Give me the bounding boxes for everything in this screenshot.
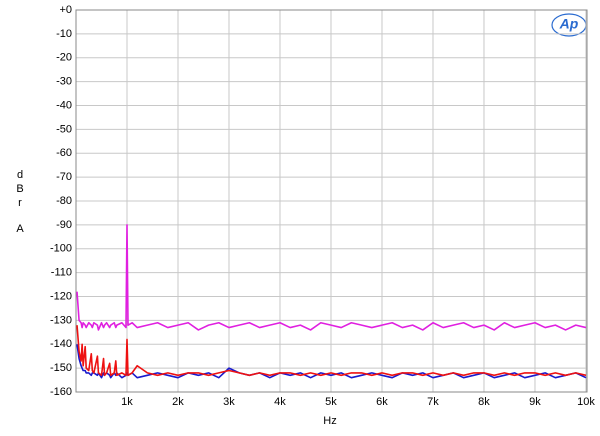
x-tick-label: 3k	[223, 396, 235, 408]
x-tick-label: 10k	[577, 396, 595, 408]
y-axis-label: r	[18, 197, 22, 209]
y-tick-label: -60	[56, 147, 72, 159]
x-axis-label: Hz	[323, 415, 336, 427]
y-axis-label: A	[16, 223, 24, 235]
y-tick-label: -70	[56, 171, 72, 183]
logo: Ap	[559, 16, 579, 32]
y-tick-label: -90	[56, 219, 72, 231]
y-tick-label: -120	[50, 290, 72, 302]
y-tick-label: -10	[56, 28, 72, 40]
y-tick-label: -150	[50, 362, 72, 374]
x-tick-label: 9k	[529, 396, 541, 408]
x-tick-label: 6k	[376, 396, 388, 408]
plot-frame	[75, 9, 588, 393]
y-tick-label: -20	[56, 52, 72, 64]
y-tick-label: -80	[56, 195, 72, 207]
x-tick-label: 4k	[274, 396, 286, 408]
y-tick-label: -140	[50, 338, 72, 350]
y-tick-label: +0	[59, 4, 72, 16]
y-axis-label: d	[17, 169, 23, 181]
x-tick-label: 8k	[478, 396, 490, 408]
y-tick-label: -130	[50, 314, 72, 326]
x-tick-label: 1k	[121, 396, 133, 408]
y-axis-label: B	[16, 183, 23, 195]
series-line	[76, 224, 587, 331]
y-tick-label: -110	[51, 267, 72, 279]
y-tick-label: -160	[50, 386, 72, 398]
y-tick-label: -30	[56, 76, 72, 88]
y-tick-label: -40	[56, 99, 72, 111]
series-line	[76, 325, 587, 377]
x-tick-label: 2k	[172, 396, 184, 408]
x-tick-label: 7k	[427, 396, 439, 408]
x-tick-label: 5k	[325, 396, 337, 408]
y-tick-label: -50	[56, 123, 72, 135]
y-tick-label: -100	[50, 243, 72, 255]
